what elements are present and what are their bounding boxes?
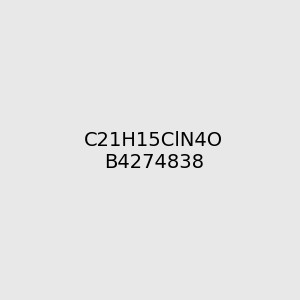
Text: C21H15ClN4O
B4274838: C21H15ClN4O B4274838: [84, 131, 223, 172]
